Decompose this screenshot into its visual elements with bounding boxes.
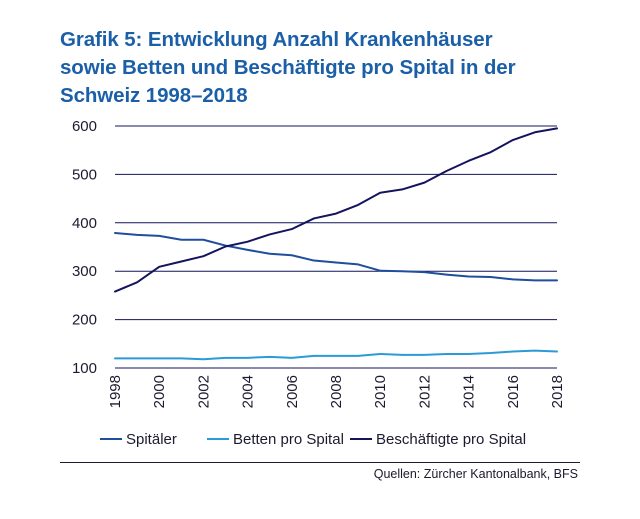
- x-tick-label-2012: 2012: [416, 375, 433, 408]
- y-tick-label-600: 600: [72, 118, 97, 135]
- y-tick-label-400: 400: [72, 215, 97, 232]
- legend: Spitäler Betten pro Spital Beschäftigte pr…: [100, 431, 526, 448]
- y-tick-label-100: 100: [72, 360, 97, 377]
- series-line-spitaeler: [114, 231, 558, 282]
- x-tick-label-2008: 2008: [328, 375, 345, 408]
- grid-lines: [115, 125, 557, 369]
- x-tick-label-2010: 2010: [372, 375, 389, 408]
- x-tick-label-2018: 2018: [549, 375, 566, 408]
- chart-title-line-3: Schweiz 1998–2018: [60, 84, 248, 107]
- chart-title: Grafik 5: Entwicklung Anzahl Krankenhäus…: [60, 26, 620, 110]
- y-tick-label-200: 200: [72, 312, 97, 329]
- x-tick-label-2016: 2016: [505, 375, 522, 408]
- legend-label-spitaeler: Spitäler: [126, 431, 177, 448]
- x-tick-label-2002: 2002: [195, 375, 212, 408]
- legend-label-beschaeftigte: Beschäftigte pro Spital: [376, 431, 526, 448]
- x-axis-ticks: 1998 2000 2002 2004 2006 2008 2010 2012 2014 2016…: [107, 375, 566, 408]
- y-tick-label-300: 300: [72, 263, 97, 280]
- legend-label-betten: Betten pro Spital: [233, 431, 344, 448]
- footer-divider: [60, 462, 580, 463]
- y-tick-label-500: 500: [72, 166, 97, 183]
- x-tick-label-2000: 2000: [151, 375, 168, 408]
- series-line-betten: [114, 349, 558, 361]
- y-axis-ticks: 100 200 300 400 500 600: [72, 118, 97, 377]
- chart-title-line-1: Grafik 5: Entwicklung Anzahl Krankenhäus…: [60, 28, 493, 51]
- x-tick-label-2014: 2014: [461, 375, 478, 408]
- source-note: Quellen: Zürcher Kantonalbank, BFS: [373, 467, 578, 481]
- chart-title-line-2: sowie Betten und Beschäftigte pro Spital…: [60, 56, 516, 79]
- series-line-beschaeftigte: [114, 127, 558, 293]
- x-tick-label-2006: 2006: [284, 375, 301, 408]
- x-tick-label-1998: 1998: [107, 375, 124, 408]
- series-lines: [114, 127, 558, 361]
- x-tick-label-2004: 2004: [240, 375, 257, 408]
